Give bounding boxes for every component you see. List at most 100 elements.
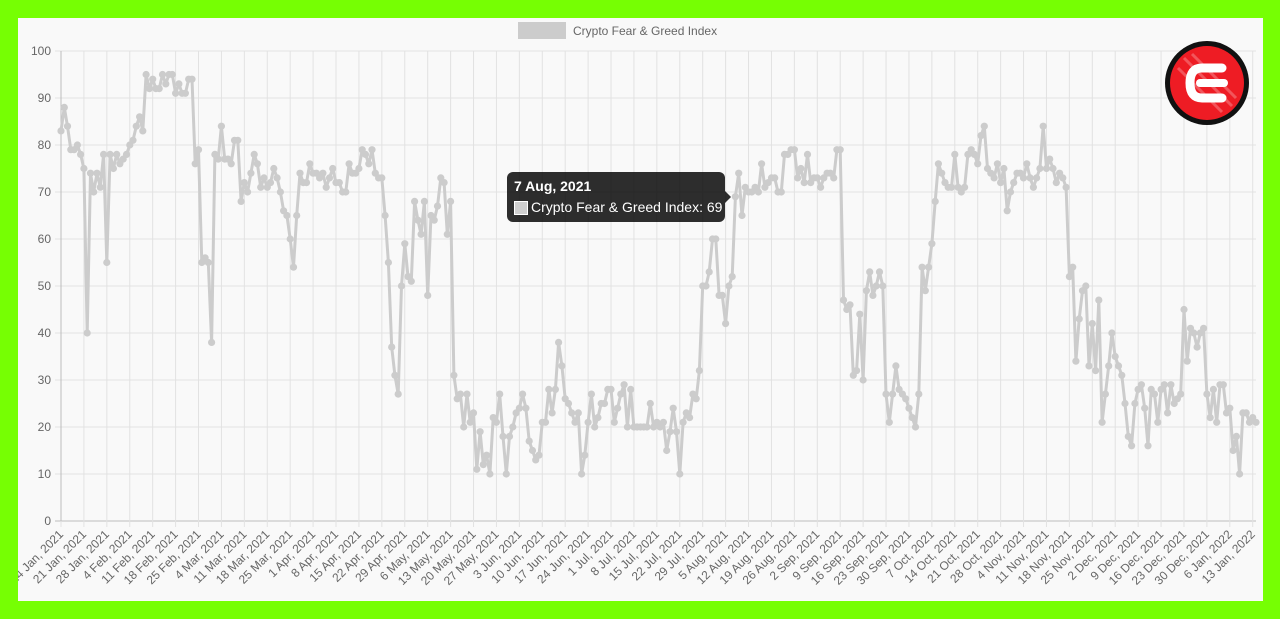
data-point (433, 202, 442, 210)
data-point (1088, 320, 1096, 328)
data-point (659, 418, 668, 426)
y-tick-label: 40 (38, 326, 52, 340)
data-point (548, 409, 556, 417)
data-point (479, 461, 487, 469)
data-point (57, 127, 65, 135)
data-point (1033, 174, 1041, 182)
data-point (83, 329, 91, 337)
data-point (607, 385, 615, 393)
data-point (731, 193, 740, 201)
data-point (499, 432, 507, 440)
data-point (103, 258, 111, 267)
data-point (1252, 418, 1260, 426)
data-point (905, 404, 913, 412)
data-point (934, 160, 943, 168)
chart-panel: 0 10 20 30 40 50 60 70 80 90 100 14 Jan, 2021 21 Jan… (18, 18, 1263, 601)
data-point (1023, 160, 1031, 168)
data-point (578, 470, 586, 478)
data-point (915, 390, 923, 398)
data-point (1190, 329, 1198, 337)
data-point (496, 390, 504, 398)
data-point (401, 240, 409, 248)
data-point (519, 390, 527, 398)
data-point (758, 160, 766, 168)
data-point (587, 390, 596, 398)
data-point (1026, 174, 1034, 182)
data-point (217, 122, 225, 130)
data-point (558, 362, 566, 370)
data-point (1059, 174, 1067, 182)
data-point (1108, 329, 1116, 337)
data-point (1203, 390, 1211, 398)
data-point (276, 188, 284, 196)
data-point (1128, 442, 1136, 450)
data-point (1226, 404, 1234, 412)
legend-label: Crypto Fear & Greed Index (573, 24, 717, 38)
data-point (722, 320, 730, 328)
data-point (456, 390, 464, 398)
data-point (790, 146, 799, 154)
brand-logo-icon (1165, 41, 1249, 125)
data-point (738, 211, 746, 220)
data-point (296, 169, 304, 177)
data-point (1010, 179, 1018, 187)
data-point (191, 160, 199, 168)
data-point (830, 174, 838, 182)
data-point (237, 197, 245, 205)
data-point (411, 197, 419, 205)
data-point (584, 418, 592, 426)
data-point (250, 150, 258, 158)
data-point (702, 282, 710, 290)
data-point (172, 89, 180, 97)
data-point (469, 409, 478, 417)
data-point (859, 376, 867, 384)
data-point (460, 423, 468, 431)
data-point (617, 390, 625, 398)
data-point (990, 174, 998, 182)
data-point (443, 230, 451, 238)
data-point (879, 282, 887, 290)
data-point (414, 216, 422, 224)
data-point (181, 89, 189, 97)
data-point (862, 287, 871, 295)
data-point (666, 428, 674, 436)
data-point (1111, 352, 1119, 361)
data-point (149, 75, 157, 83)
data-point (551, 385, 560, 393)
data-point (1098, 418, 1106, 426)
data-point (614, 404, 622, 412)
data-point (365, 160, 373, 168)
data-point (961, 183, 969, 191)
data-point (712, 235, 720, 243)
data-point (1124, 432, 1132, 440)
data-point (817, 183, 825, 191)
data-point (974, 160, 982, 168)
data-point (643, 423, 651, 431)
data-point (188, 75, 196, 83)
data-point (1069, 263, 1077, 271)
data-point (541, 418, 550, 426)
data-point (361, 150, 370, 158)
y-tick-label: 30 (38, 373, 52, 387)
data-point (378, 174, 386, 182)
data-point (1065, 273, 1073, 281)
data-point (240, 179, 248, 187)
tooltip-date: 7 Aug, 2021 (514, 178, 592, 194)
data-point (253, 160, 261, 168)
data-point (509, 423, 517, 431)
legend[interactable]: Crypto Fear & Greed Index (518, 22, 717, 39)
data-point (329, 164, 337, 173)
data-point (1036, 164, 1044, 173)
data-point (695, 367, 704, 375)
data-point (106, 150, 114, 158)
data-point (502, 470, 510, 478)
data-point (345, 160, 353, 168)
data-point (1006, 188, 1015, 196)
data-point (1085, 362, 1093, 370)
data-point (1236, 470, 1244, 478)
data-point (627, 385, 635, 393)
data-point (417, 230, 425, 238)
tooltip-swatch (514, 201, 528, 215)
y-tick-label: 20 (38, 420, 52, 434)
